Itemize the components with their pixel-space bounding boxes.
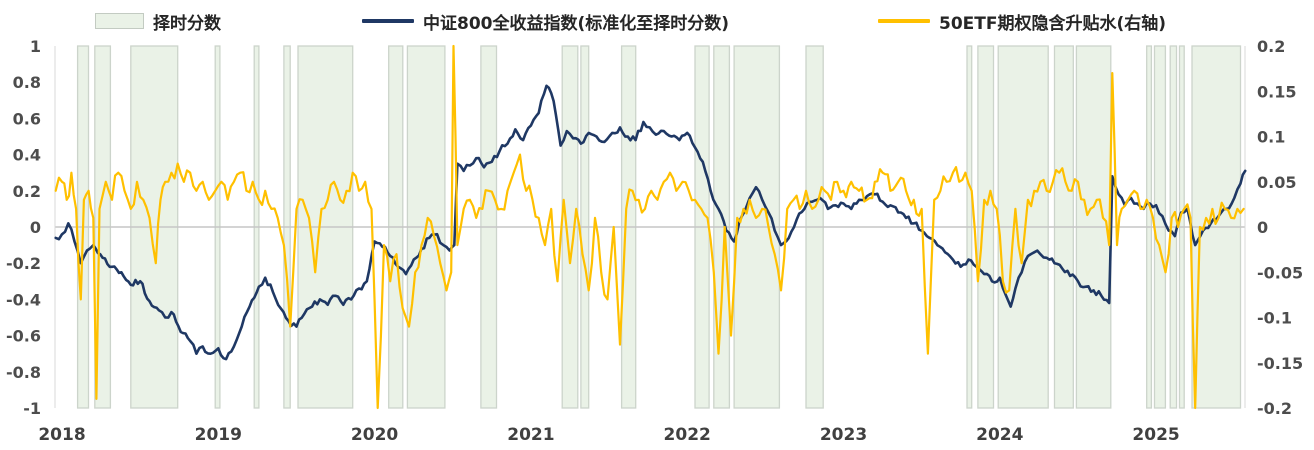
x-axis-tick-label: 2024 <box>976 425 1023 445</box>
etf50-premium-line <box>54 44 1245 410</box>
right-axis-tick-label: 0 <box>1257 218 1268 237</box>
csi800-line-swatch <box>362 19 414 23</box>
left-axis-tick-label: 0.4 <box>13 146 41 165</box>
timing-score-band-swatch <box>95 13 144 29</box>
right-axis-tick-label: 0.15 <box>1257 82 1296 101</box>
legend-item-timing-score: 择时分数 <box>95 6 221 36</box>
left-axis-tick-label: -1 <box>23 399 41 418</box>
left-axis-tick-label: 1 <box>30 37 41 56</box>
x-axis-tick-label: 2018 <box>38 425 85 445</box>
left-axis-tick-label: 0.2 <box>13 182 41 201</box>
x-axis-tick-label: 2025 <box>1132 425 1179 445</box>
right-axis-tick-label: -0.05 <box>1257 263 1303 282</box>
left-axis-tick-label: 0 <box>30 218 41 237</box>
legend-item-csi800: 中证800全收益指数(标准化至择时分数) <box>362 6 729 36</box>
right-axis-tick-label: 0.05 <box>1257 173 1296 192</box>
x-axis-tick-label: 2020 <box>351 425 398 445</box>
legend-label-csi800: 中证800全收益指数(标准化至择时分数) <box>423 13 730 34</box>
left-axis-tick-label: 0.6 <box>13 109 41 128</box>
left-axis-tick-label: -0.4 <box>6 290 41 309</box>
right-axis-tick-label: -0.1 <box>1257 309 1292 328</box>
etf50-line-swatch <box>878 19 930 23</box>
left-axis-tick-label: -0.2 <box>6 254 41 273</box>
x-axis-tick-label: 2021 <box>507 425 554 445</box>
x-axis-tick-label: 2023 <box>820 425 867 445</box>
legend-label-timing-score: 择时分数 <box>153 13 221 34</box>
left-axis-tick-label: -0.8 <box>6 363 41 382</box>
csi800-index-line <box>54 84 1247 361</box>
chart-legend: 择时分数 中证800全收益指数(标准化至择时分数) 50ETF期权隐含升贴水(右… <box>0 6 1314 36</box>
left-axis-tick-label: 0.8 <box>13 73 41 92</box>
legend-item-50etf: 50ETF期权隐含升贴水(右轴) <box>878 6 1166 36</box>
x-axis-tick-label: 2022 <box>664 425 711 445</box>
right-axis-tick-label: 0.2 <box>1257 37 1285 56</box>
right-axis-tick-label: -0.2 <box>1257 399 1292 418</box>
right-axis-tick-label: -0.15 <box>1257 354 1303 373</box>
left-axis-tick-label: -0.6 <box>6 327 41 346</box>
right-axis-tick-label: 0.1 <box>1257 128 1285 147</box>
legend-label-50etf: 50ETF期权隐含升贴水(右轴) <box>939 13 1167 34</box>
x-axis-tick-label: 2019 <box>195 425 242 445</box>
